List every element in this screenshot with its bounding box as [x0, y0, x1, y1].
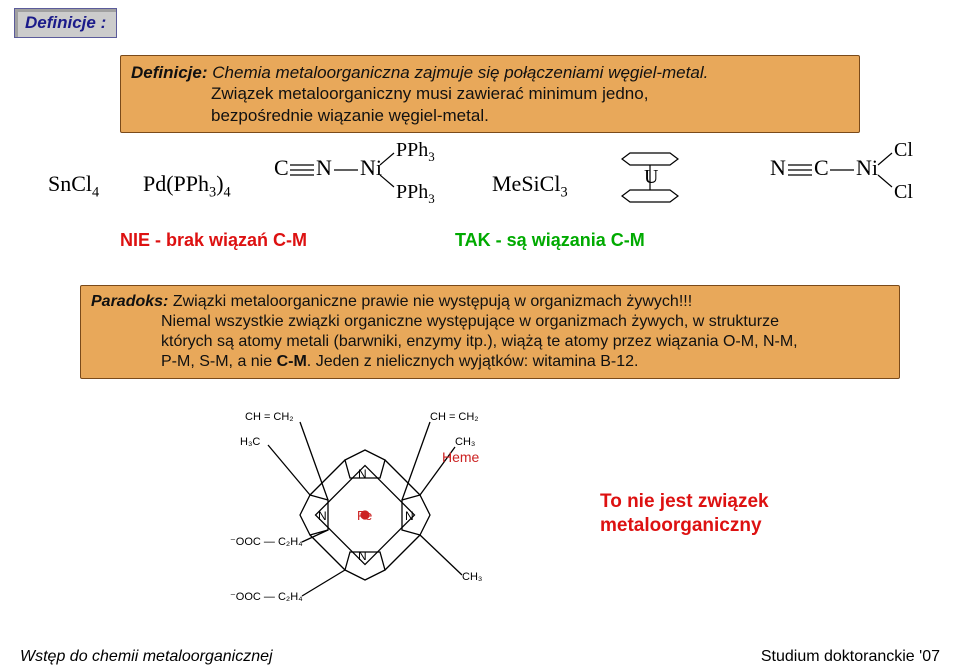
- pph3-top-t: PPh: [396, 139, 428, 161]
- footer-right: Studium doktoranckie '07: [761, 648, 940, 666]
- heme-structure: Fe N N N N H₃C CH₃ CH = CH₂ CH = CH₂: [230, 400, 510, 630]
- definition-label: Definicje:: [131, 63, 208, 82]
- sncl4-sub: 4: [92, 184, 99, 200]
- formula-sncl4: SnCl4: [48, 171, 99, 201]
- definition-line2a: Związek metaloorganiczny musi zawierać m…: [131, 83, 849, 104]
- bond-labels-row: NIE - brak wiązań C-M TAK - są wiązania …: [120, 230, 880, 251]
- svg-text:Fe: Fe: [357, 508, 372, 523]
- svg-text:⁻OOC — C₂H₄: ⁻OOC — C₂H₄: [230, 591, 303, 603]
- formula-cnni: C N Ni PPh3 PPh3: [274, 145, 434, 211]
- pph3-bot-s: 3: [428, 191, 435, 206]
- pph3-top-s: 3: [428, 149, 435, 164]
- pdpph-b: ): [216, 171, 223, 196]
- pph3-bot: PPh3: [396, 181, 435, 207]
- svg-text:N: N: [358, 467, 367, 481]
- svg-text:Ni: Ni: [856, 155, 878, 180]
- paradox-line1: Paradoks: Związki metaloorganiczne prawi…: [91, 292, 889, 312]
- definition-line1: Definicje: Chemia metaloorganiczna zajmu…: [131, 62, 849, 83]
- svg-text:N: N: [318, 509, 327, 523]
- chemical-formulas: SnCl4 Pd(PPh3)4 C N Ni PPh3 PPh3 MeSiCl3…: [40, 145, 940, 235]
- svg-text:C: C: [274, 155, 289, 180]
- tak-label: TAK - są wiązania C-M: [455, 230, 645, 251]
- paradox-l4a: P-M, S-M, a nie: [161, 353, 277, 370]
- svg-text:Ni: Ni: [360, 155, 382, 180]
- footer: Wstęp do chemii metaloorganicznej Studiu…: [20, 648, 940, 666]
- pdpph-a: Pd(PPh: [143, 171, 209, 196]
- footer-left: Wstęp do chemii metaloorganicznej: [20, 648, 273, 666]
- definition-line2b: bezpośrednie wiązanie węgiel-metal.: [131, 105, 849, 126]
- svg-text:C: C: [814, 155, 829, 180]
- definition-line1-rest: Chemia metaloorganiczna zajmuje się połą…: [208, 63, 709, 82]
- paradox-l4b: C-M: [277, 353, 307, 370]
- svg-text:N: N: [316, 155, 332, 180]
- mesicl-t: MeSiCl: [492, 171, 560, 196]
- pph3-bot-t: PPh: [396, 181, 428, 203]
- formula-mesicl3: MeSiCl3: [492, 171, 568, 201]
- pph3-top: PPh3: [396, 139, 435, 165]
- formula-pdpph: Pd(PPh3)4: [143, 171, 231, 201]
- red-l2: metaloorganiczny: [600, 514, 769, 538]
- definition-box: Definicje: Chemia metaloorganiczna zajmu…: [120, 55, 860, 133]
- paradox-l4c: . Jeden z nielicznych wyjątków: witamina…: [307, 353, 639, 370]
- svg-text:CH₃: CH₃: [455, 436, 475, 448]
- paradox-l3: których są atomy metali (barwniki, enzym…: [91, 332, 889, 352]
- red-l1: To nie jest związek: [600, 490, 769, 514]
- paradox-l4: P-M, S-M, a nie C-M. Jeden z nielicznych…: [91, 352, 889, 372]
- mesicl-s: 3: [560, 184, 567, 200]
- not-organometallic-msg: To nie jest związek metaloorganiczny: [600, 490, 769, 538]
- definitions-tab: Definicje :: [14, 8, 117, 38]
- cl-bot: Cl: [894, 181, 913, 204]
- paradox-rest1: Związki metaloorganiczne prawie nie wyst…: [168, 293, 692, 310]
- cl-top: Cl: [894, 139, 913, 162]
- paradox-box: Paradoks: Związki metaloorganiczne prawi…: [80, 285, 900, 379]
- tab-label: Definicje :: [25, 13, 106, 32]
- heme-label: Heme: [442, 449, 480, 465]
- svg-text:CH = CH₂: CH = CH₂: [245, 411, 294, 423]
- u-label: U: [644, 166, 659, 188]
- paradox-label: Paradoks:: [91, 293, 168, 310]
- svg-text:H₃C: H₃C: [240, 436, 260, 448]
- svg-text:N: N: [358, 549, 367, 563]
- nie-label: NIE - brak wiązań C-M: [120, 230, 450, 251]
- pdpph-sub2: 4: [224, 184, 231, 200]
- svg-text:⁻OOC — C₂H₄: ⁻OOC — C₂H₄: [230, 536, 303, 548]
- svg-text:N: N: [770, 155, 786, 180]
- formula-ncnicl: N C Ni Cl Cl: [770, 145, 940, 211]
- paradox-l2: Niemal wszystkie związki organiczne wyst…: [91, 312, 889, 332]
- svg-text:N: N: [405, 509, 414, 523]
- svg-text:CH = CH₂: CH = CH₂: [430, 411, 479, 423]
- svg-text:CH₃: CH₃: [462, 571, 482, 583]
- formula-uranocene: U: [610, 145, 690, 205]
- sncl4-text: SnCl: [48, 171, 92, 196]
